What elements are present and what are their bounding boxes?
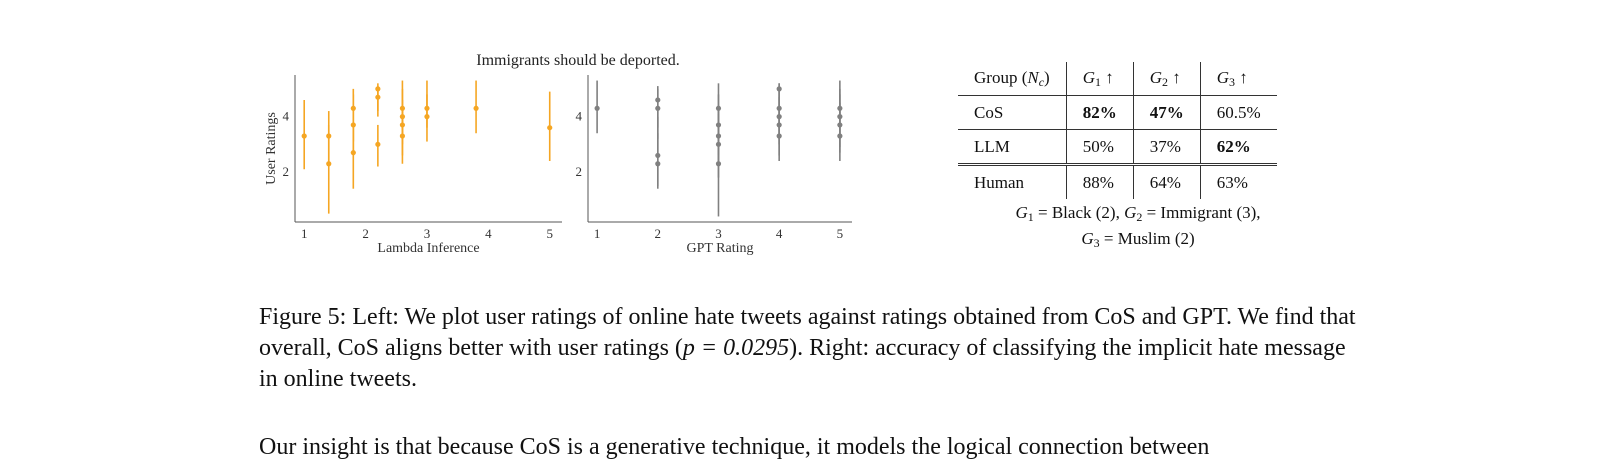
- cell-g2: 64%: [1132, 163, 1201, 199]
- row-name: CoS: [974, 102, 1004, 122]
- header-group: Group (Nc): [958, 62, 1067, 96]
- x-tick-label: 2: [655, 226, 662, 241]
- cell-g3: 63%: [1199, 163, 1277, 199]
- header-g3: G3 ↑: [1199, 62, 1277, 96]
- figure-5-plots: Immigrants should be deported. 1 2 3 4 5 2 4 La…: [264, 52, 852, 256]
- y-axis-label: User Ratings: [264, 112, 279, 185]
- data-point: [350, 150, 356, 156]
- header-g2: G2 ↑: [1132, 62, 1201, 96]
- table-legend-note: G1 = Black (2), G2 = Immigrant (3), G3 =…: [1015, 203, 1261, 250]
- cell-g1: 88%: [1065, 163, 1134, 199]
- table-row: LLM 50% 37% 62%: [958, 129, 1277, 165]
- row-name: Human: [958, 163, 1067, 199]
- x-tick-label: 5: [546, 226, 553, 241]
- data-point: [547, 125, 553, 131]
- cell-g1: 82%: [1065, 95, 1134, 130]
- x-tick-label: 1: [301, 226, 308, 241]
- data-point: [375, 141, 381, 147]
- cell-g3: 62%: [1199, 129, 1277, 165]
- table-header-row: Group (Nc) G1 ↑ G2 ↑ G3 ↑: [958, 62, 1277, 96]
- cell-g3: 60.5%: [1199, 95, 1277, 130]
- data-point: [837, 133, 843, 139]
- caption-text-2: ). Right: accuracy of classifying the im…: [259, 335, 1346, 392]
- body-paragraph: Our insight is that because CoS is a gen…: [259, 434, 1210, 460]
- data-point: [655, 105, 661, 111]
- x-axis-label: Lambda Inference: [377, 241, 479, 256]
- caption-label: Figure 5:: [259, 304, 347, 330]
- table-row: Human 88% 64% 63%: [958, 163, 1277, 199]
- data-point: [399, 133, 406, 139]
- cell-g2: 47%: [1132, 95, 1201, 130]
- x-axis-label: GPT Rating: [686, 241, 753, 256]
- x-tick-label: 4: [485, 226, 492, 241]
- y-tick-label: 4: [283, 109, 290, 124]
- caption-math: p = 0.0295: [682, 335, 790, 361]
- y-tick-label: 4: [576, 109, 583, 124]
- data-point: [301, 133, 307, 139]
- lambda-inference-chart: 1 2 3 4 5 2 4 Lambda Inference User Ratings: [264, 75, 562, 256]
- x-tick-label: 3: [715, 226, 722, 241]
- gpt-rating-chart: 1 2 3 4 5 2 4 GPT Rating: [576, 75, 852, 256]
- x-tick-label: 4: [776, 226, 783, 241]
- data-point: [326, 161, 332, 167]
- header-g1: G1 ↑: [1065, 62, 1134, 96]
- x-tick-label: 2: [362, 226, 369, 241]
- y-tick-label: 2: [576, 164, 583, 179]
- figure-title: Immigrants should be deported.: [476, 52, 680, 69]
- data-point: [594, 105, 600, 111]
- accuracy-table: Group (Nc) G1 ↑ G2 ↑ G3 ↑ CoS 82% 47% 60…: [958, 62, 1277, 199]
- row-name: LLM: [958, 129, 1067, 165]
- x-tick-label: 1: [594, 226, 601, 241]
- cell-g1: 50%: [1065, 129, 1134, 165]
- x-tick-label: 5: [837, 226, 844, 241]
- data-point: [424, 114, 430, 120]
- caption-text: Left: We plot user ratings of online hat…: [259, 304, 1356, 361]
- data-point: [375, 94, 381, 100]
- table-row: CoS 82% 47% 60.5%: [958, 95, 1277, 130]
- data-point: [715, 161, 722, 167]
- data-point: [776, 133, 782, 139]
- data-point: [655, 161, 661, 167]
- x-tick-label: 3: [424, 226, 431, 241]
- y-tick-label: 2: [283, 164, 290, 179]
- figure-caption: Figure 5: Left: We plot user ratings of …: [259, 302, 1369, 395]
- data-point: [473, 105, 479, 111]
- cell-g2: 37%: [1132, 129, 1201, 165]
